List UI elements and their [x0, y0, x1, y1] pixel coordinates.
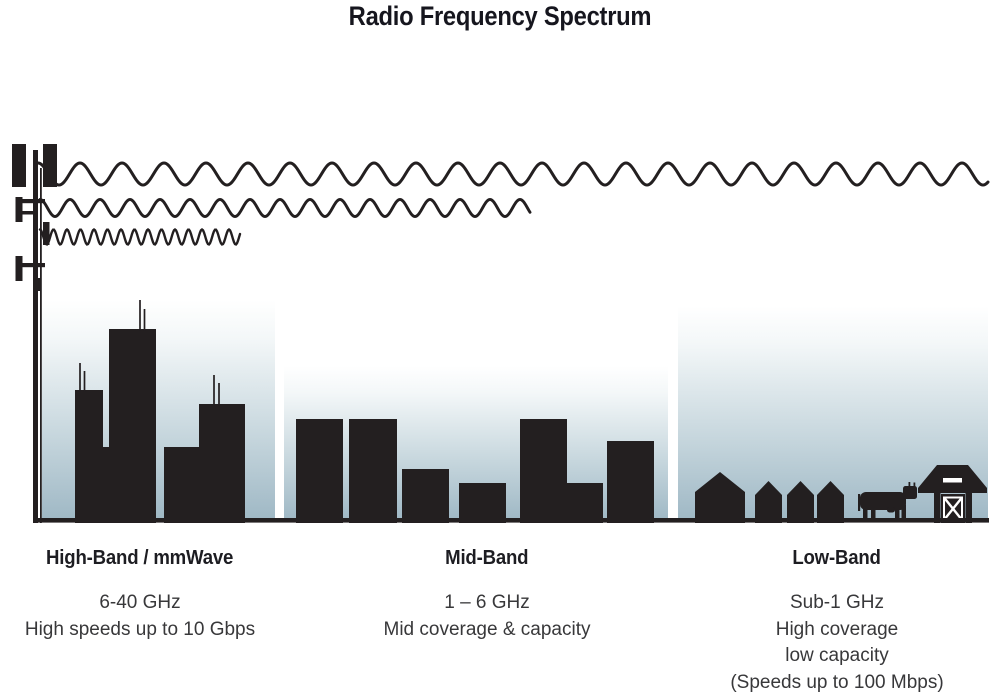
skyscraper-icon	[164, 447, 199, 523]
building-icon	[520, 419, 567, 523]
house-icon	[787, 481, 814, 523]
city-skyline	[75, 300, 245, 523]
skyscraper-icon	[103, 447, 109, 523]
cell-tower-icon	[12, 144, 57, 523]
cow-tail	[858, 494, 861, 511]
house-icon	[695, 472, 745, 523]
rural-scene	[695, 465, 987, 523]
band-label-low: Low-Band Sub-1 GHz High coverage low cap…	[687, 547, 987, 696]
tower-mast-guy	[40, 168, 42, 523]
band-frequency-high: 6-40 GHz	[99, 592, 181, 613]
building-icon	[296, 419, 343, 523]
page-title: Radio Frequency Spectrum	[348, 1, 652, 31]
tower-crossarm	[18, 211, 34, 215]
radio-wave-short-icon	[38, 227, 242, 246]
cow-leg	[871, 505, 876, 520]
tower-antenna-panel	[43, 222, 50, 245]
barn-roof-vent	[943, 478, 962, 483]
band-heading-high: High-Band / mmWave	[46, 547, 234, 569]
cow-udder	[887, 507, 895, 513]
midrise-skyline	[296, 419, 654, 523]
tower-mast	[33, 150, 38, 523]
skyscraper-icon	[199, 404, 245, 523]
cow-leg	[901, 505, 906, 520]
band-detail: (Speeds up to 100 Mbps)	[730, 671, 944, 693]
tower-crossarm	[18, 199, 45, 204]
band-heading-mid: Mid-Band	[445, 547, 529, 569]
rooftop-antennas	[79, 300, 220, 406]
band-detail: High coverage	[775, 618, 899, 640]
band-frequency-low: Sub-1 GHz	[790, 592, 884, 613]
building-icon	[607, 441, 654, 523]
band-detail: low capacity	[785, 645, 889, 666]
building-icon	[567, 483, 603, 523]
building-icon	[349, 419, 397, 523]
skyscraper-icon	[109, 329, 156, 523]
house-icon	[817, 481, 844, 523]
tower-crossarm	[18, 263, 45, 268]
band-frequency-mid: 1 – 6 GHz	[444, 592, 530, 613]
band-label-high: High-Band / mmWave 6-40 GHz High speeds …	[0, 547, 290, 643]
tower-antenna-panel	[12, 144, 26, 187]
tower-antenna-panel	[43, 144, 57, 187]
spectrum-illustration	[12, 144, 990, 523]
cow-head	[903, 486, 917, 499]
barn-wall	[934, 491, 941, 523]
cow-horn	[908, 482, 911, 488]
band-detail: Mid coverage & capacity	[383, 618, 591, 640]
tower-antenna-panel	[15, 197, 23, 222]
cow-horn	[913, 482, 916, 489]
barn-wall	[965, 491, 972, 523]
radio-wave-long-icon	[36, 161, 990, 187]
radio-wave-medium-icon	[38, 198, 532, 218]
band-label-mid: Mid-Band 1 – 6 GHz Mid coverage & capaci…	[337, 547, 637, 643]
building-icon	[459, 483, 506, 523]
skyscraper-icon	[75, 390, 103, 523]
cow-icon	[858, 482, 917, 520]
cow-leg	[895, 505, 900, 520]
band-heading-low: Low-Band	[792, 547, 882, 569]
cow-leg	[863, 505, 868, 520]
tower-antenna-panel	[15, 256, 23, 281]
tower-stub	[37, 278, 41, 291]
ground-line	[33, 518, 989, 523]
house-icon	[755, 481, 782, 523]
building-icon	[402, 469, 449, 523]
band-detail: High speeds up to 10 Gbps	[24, 618, 256, 640]
